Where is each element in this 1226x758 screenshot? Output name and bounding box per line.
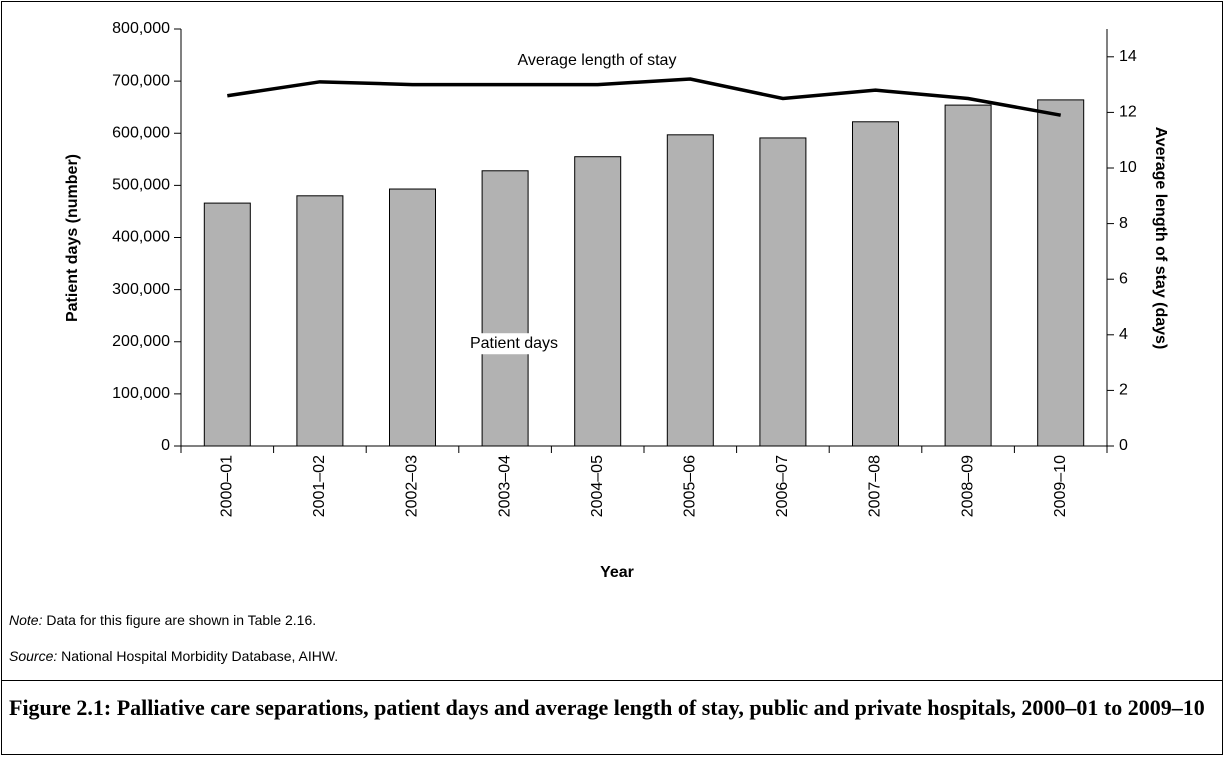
y-axis-title: Patient days (number) [64,154,81,322]
y2-tick-label: 6 [1119,270,1128,287]
y2-tick-label: 14 [1119,48,1137,65]
y2-tick-label: 2 [1119,382,1128,399]
bar [759,137,807,447]
bar [852,121,899,447]
y-tick-label: 700,000 [112,72,170,89]
y-tick-label: 200,000 [112,333,170,350]
x-tick-label: 2007–08 [867,455,884,517]
chart: Year Patient days (number) Average lengt… [64,20,1169,581]
bar [203,202,251,447]
x-tick-label: 2008–09 [959,455,976,517]
bar [1037,99,1085,447]
y-tick-label: 0 [161,437,170,454]
separator [1,680,1223,681]
bar [296,195,344,447]
y-tick-label: 300,000 [112,281,170,298]
x-tick-label: 2002–03 [404,455,421,517]
bar [574,156,622,447]
note: Note: Data for this figure are shown in … [9,612,316,628]
caption: Figure 2.1: Palliative care separations,… [9,695,1205,720]
x-tick-label: 2006–07 [774,455,791,517]
source-text: National Hospital Morbidity Database, AI… [57,648,339,664]
source-label: Source: [9,648,58,664]
x-tick-label: 2009–10 [1052,455,1069,517]
source: Source: National Hospital Morbidity Data… [9,648,338,664]
y2-tick-label: 12 [1119,104,1137,121]
y2-axis-title: Average length of stay (days) [1152,127,1169,350]
series-label: Average length of stay [518,52,677,69]
y2-tick-label: 4 [1119,326,1128,343]
y-tick-label: 500,000 [112,177,170,194]
x-tick-label: 2004–05 [589,455,606,517]
note-label: Note: [9,612,43,628]
y2-tick-label: 8 [1119,215,1128,232]
y2-tick-label: 0 [1119,437,1128,454]
bar [481,170,529,447]
x-tick-label: 2000–01 [219,455,236,517]
y-tick-label: 400,000 [112,229,170,246]
note-text: Data for this figure are shown in Table … [42,612,317,628]
bar [389,188,436,447]
y-tick-label: 100,000 [112,385,170,402]
bar [944,104,992,447]
series-label: Patient days [470,335,558,352]
x-tick-label: 2003–04 [496,455,513,517]
y2-tick-label: 10 [1119,159,1137,176]
y-tick-label: 800,000 [112,20,170,37]
x-tick-label: 2005–06 [682,455,699,517]
label-background [467,333,561,355]
y-tick-label: 600,000 [112,124,170,141]
x-axis-title: Year [600,564,634,581]
bar [666,134,714,447]
line-series [227,77,1062,117]
x-tick-label: 2001–02 [311,455,328,517]
